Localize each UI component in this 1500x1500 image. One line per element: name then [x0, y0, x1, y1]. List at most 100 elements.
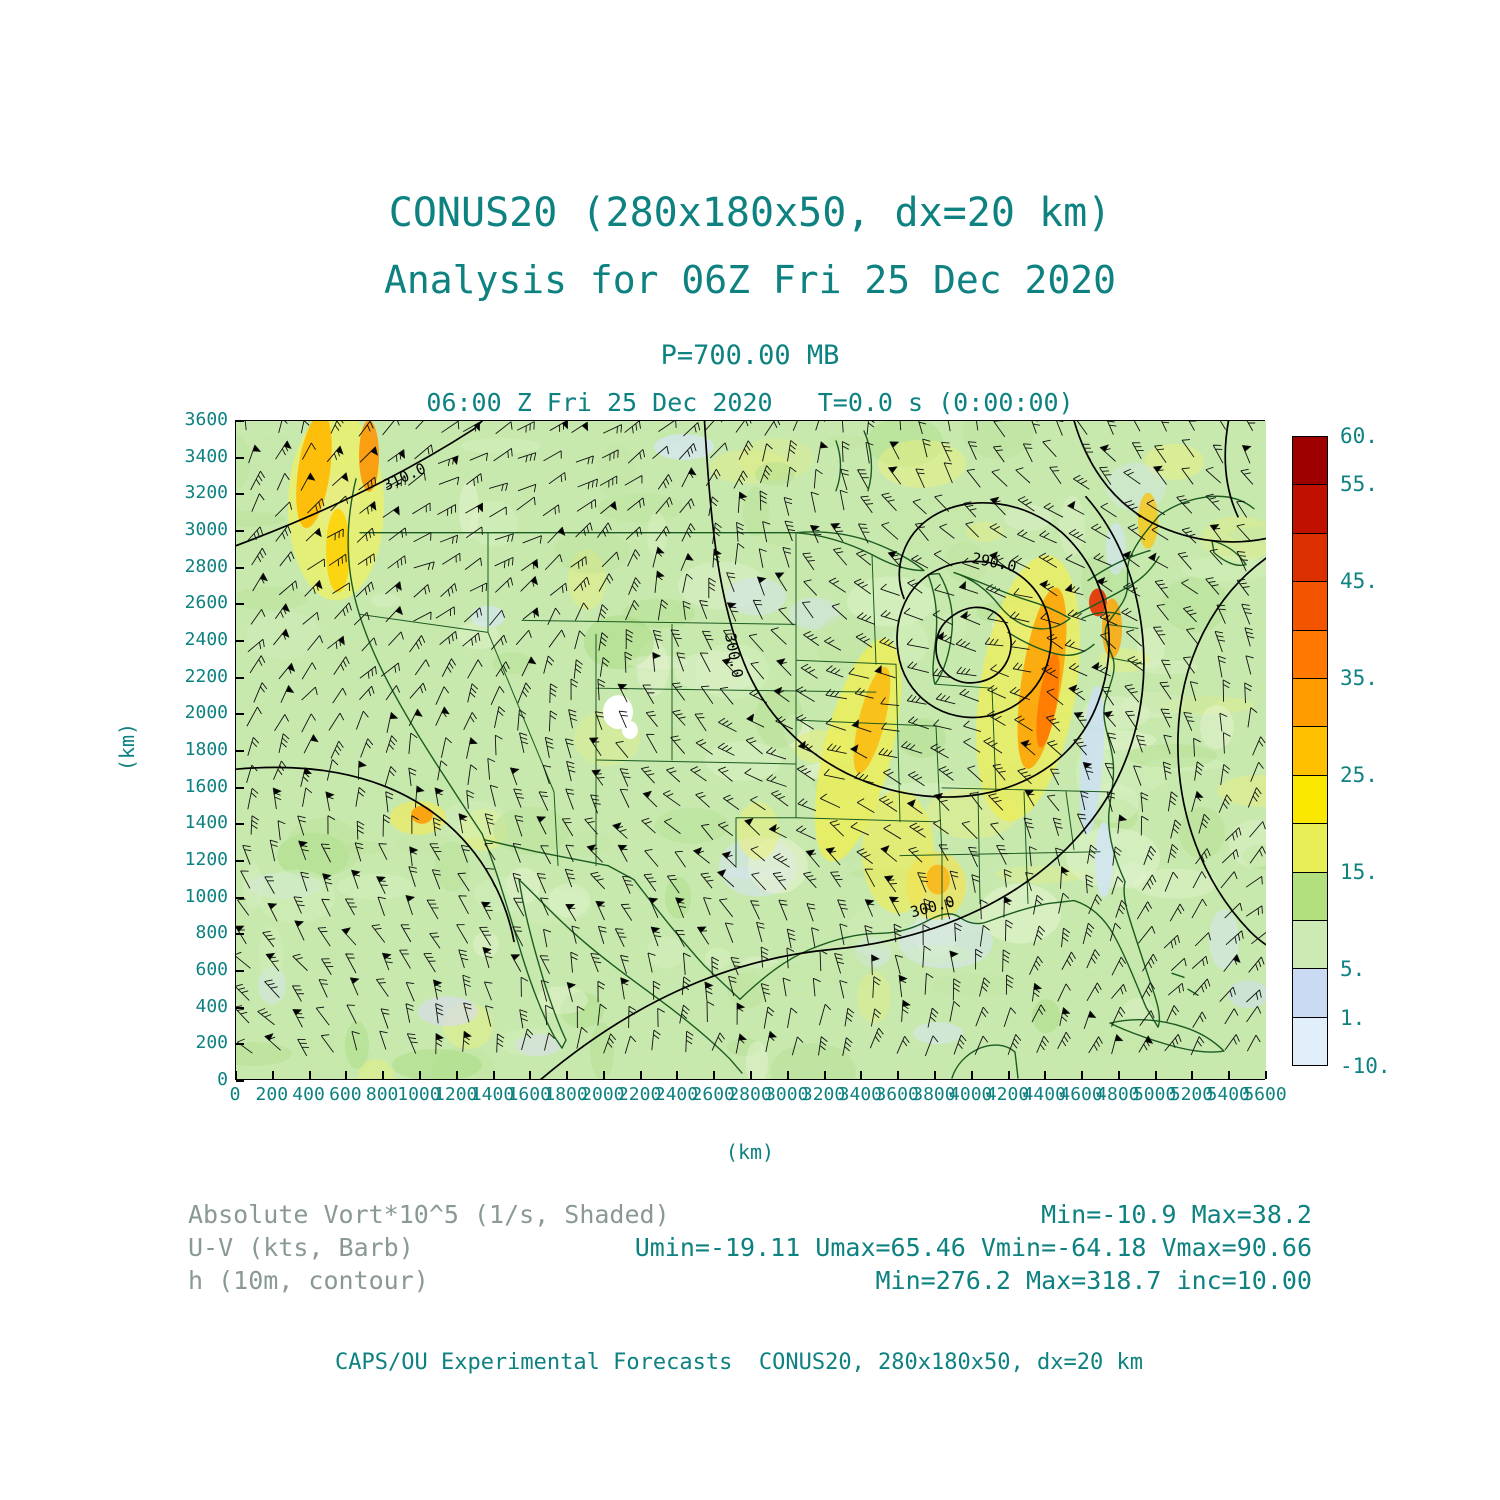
x-tick-label: 4000 — [949, 1084, 993, 1105]
y-tick-label: 2000 — [184, 702, 228, 724]
plot-subtitle: Analysis for 06Z Fri 25 Dec 2020 — [383, 258, 1117, 302]
x-tick-label: 4800 — [1096, 1084, 1140, 1105]
x-tick-mark — [1044, 1071, 1047, 1079]
colorbar-segment — [1293, 485, 1327, 534]
y-tick-mark — [236, 1080, 244, 1082]
y-tick-mark — [236, 456, 244, 459]
y-tick-mark — [236, 860, 244, 862]
x-tick-mark — [566, 1071, 569, 1079]
x-tick-label: 200 — [255, 1084, 289, 1105]
x-tick-mark — [382, 1071, 385, 1079]
colorbar-tick-label: 1. — [1340, 1005, 1366, 1030]
colorbar-tick-label: -10. — [1340, 1054, 1391, 1078]
x-tick-mark — [308, 1071, 311, 1079]
colorbar-tick-label: 60. — [1340, 424, 1378, 448]
colorbar-segment — [1293, 824, 1327, 873]
x-tick-label: 0 — [229, 1084, 241, 1105]
height-contours-layer — [236, 421, 1266, 1079]
y-tick-mark — [236, 420, 244, 422]
x-tick-label: 2200 — [617, 1084, 662, 1105]
y-tick-label: 1200 — [184, 849, 228, 870]
x-tick-label: 2400 — [654, 1084, 699, 1105]
y-tick-mark — [236, 566, 244, 569]
y-axis-label: (km) — [115, 722, 140, 772]
x-tick-mark — [602, 1071, 605, 1079]
y-tick-mark — [236, 640, 244, 642]
y-tick-label: 800 — [195, 922, 228, 944]
x-tick-label: 3200 — [801, 1084, 846, 1105]
y-tick-label: 3400 — [184, 445, 228, 467]
x-tick-mark — [418, 1071, 421, 1079]
x-tick-mark — [676, 1071, 679, 1079]
plot-title: CONUS20 (280x180x50, dx=20 km) — [388, 190, 1112, 236]
y-tick-label: 2400 — [184, 629, 228, 650]
colorbar-segment — [1293, 1017, 1327, 1066]
y-tick-label: 200 — [195, 1032, 228, 1054]
x-tick-label: 3400 — [838, 1084, 883, 1105]
footer-caption: CAPS/OU Experimental Forecasts CONUS20, … — [335, 1350, 1143, 1375]
x-tick-mark — [1265, 1071, 1267, 1079]
x-tick-mark — [455, 1071, 458, 1079]
x-axis-label: (km) — [725, 1140, 775, 1164]
map-plot-area: 310.0 300.0 290.0 300.0 — [235, 420, 1266, 1080]
colorbar-segment — [1293, 533, 1327, 583]
y-tick-label: 600 — [195, 959, 228, 980]
y-tick-mark — [236, 896, 244, 899]
y-tick-label: 0 — [217, 1069, 228, 1090]
y-tick-mark — [236, 750, 244, 752]
y-tick-label: 2800 — [184, 555, 228, 577]
x-tick-mark — [235, 1071, 237, 1079]
y-tick-mark — [236, 1006, 244, 1009]
y-tick-mark — [236, 786, 244, 789]
y-tick-label: 3200 — [184, 482, 228, 504]
y-tick-mark — [236, 1043, 244, 1046]
x-tick-mark — [860, 1071, 863, 1079]
colorbar-tick-label: 15. — [1340, 860, 1378, 885]
legend-contour-minmax: Min=276.2 Max=318.7 inc=10.00 — [875, 1266, 1313, 1295]
x-tick-mark — [529, 1071, 532, 1079]
y-tick-label: 1600 — [184, 775, 228, 797]
x-tick-label: 4400 — [1022, 1084, 1066, 1105]
legend-wind-minmax: Umin=-19.11 Umax=65.46 Vmin=-64.18 Vmax=… — [634, 1233, 1312, 1262]
x-tick-mark — [1117, 1071, 1120, 1079]
valid-time-label: 06:00 Z Fri 25 Dec 2020 T=0.0 s (0:00:00… — [426, 388, 1074, 417]
x-tick-label: 1000 — [397, 1084, 441, 1105]
x-tick-label: 400 — [292, 1084, 325, 1105]
x-tick-mark — [897, 1071, 900, 1079]
legend-shaded-field: Absolute Vort*10^5 (1/s, Shaded) — [188, 1200, 670, 1229]
y-tick-label: 1800 — [184, 739, 228, 760]
y-tick-mark — [236, 493, 244, 496]
x-tick-label: 3800 — [912, 1084, 956, 1105]
pressure-level-label: P=700.00 MB — [660, 340, 840, 371]
x-tick-mark — [970, 1071, 973, 1079]
y-tick-label: 2600 — [184, 592, 228, 614]
colorbar-tick-label: 35. — [1340, 666, 1378, 691]
colorbar — [1292, 436, 1328, 1066]
y-tick-label: 1000 — [184, 885, 228, 907]
x-tick-mark — [1081, 1071, 1084, 1079]
legend-wind-field: U-V (kts, Barb) — [188, 1233, 414, 1262]
colorbar-segment — [1293, 437, 1327, 486]
colorbar-tick-label: 55. — [1340, 472, 1378, 497]
colorbar-segment — [1293, 920, 1327, 970]
y-tick-mark — [236, 713, 244, 716]
colorbar-segment — [1293, 582, 1327, 631]
x-tick-mark — [713, 1071, 716, 1079]
x-tick-label: 3000 — [765, 1084, 809, 1105]
x-tick-label: 1400 — [470, 1084, 515, 1105]
y-tick-mark — [236, 970, 244, 972]
legend-contour-field: h (10m, contour) — [188, 1266, 429, 1295]
x-tick-label: 800 — [365, 1084, 399, 1105]
colorbar-tick-label: 25. — [1340, 763, 1378, 788]
x-tick-mark — [271, 1071, 274, 1079]
wind-barbs-layer — [236, 421, 1266, 1057]
x-tick-label: 1800 — [544, 1084, 588, 1105]
x-tick-label: 4600 — [1059, 1084, 1103, 1105]
x-tick-mark — [786, 1071, 789, 1079]
y-tick-label: 1400 — [184, 812, 228, 834]
y-tick-mark — [236, 530, 244, 532]
map-canvas: 310.0 300.0 290.0 300.0 — [236, 421, 1266, 1079]
x-tick-mark — [750, 1071, 752, 1079]
y-tick-label: 3600 — [184, 409, 228, 430]
